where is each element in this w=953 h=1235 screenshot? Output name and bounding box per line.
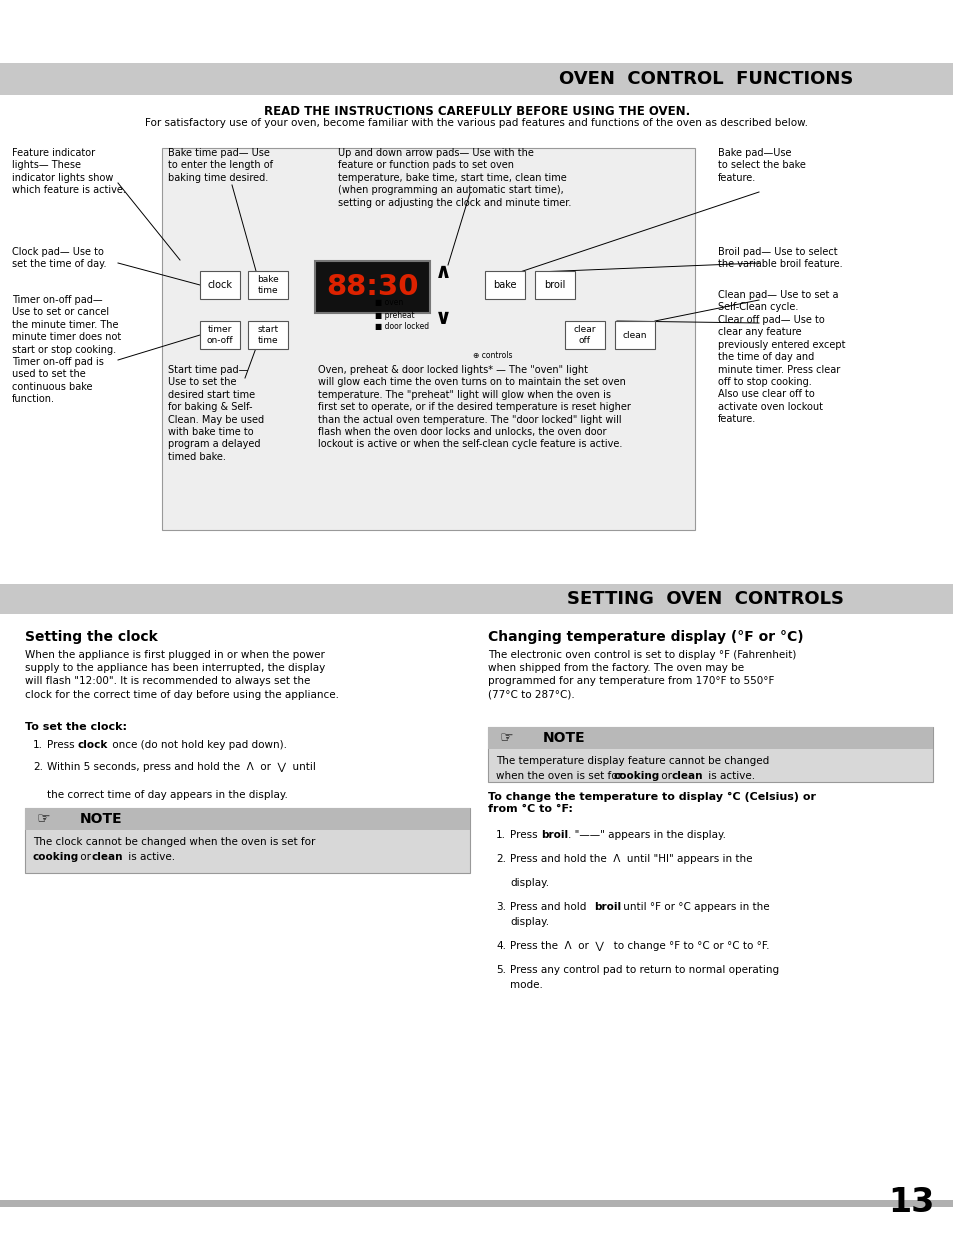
Text: 13: 13 xyxy=(887,1186,934,1219)
Text: mode.: mode. xyxy=(510,981,542,990)
Text: 1.: 1. xyxy=(496,830,505,840)
Text: 2.: 2. xyxy=(496,853,505,864)
Bar xyxy=(535,270,575,299)
Text: or: or xyxy=(658,771,675,781)
Text: once (do not hold key pad down).: once (do not hold key pad down). xyxy=(109,740,287,750)
Text: clean: clean xyxy=(671,771,702,781)
Text: Clock pad— Use to
set the time of day.: Clock pad— Use to set the time of day. xyxy=(12,247,107,269)
Bar xyxy=(25,808,470,830)
Bar xyxy=(0,63,953,95)
Text: start
time: start time xyxy=(257,325,278,345)
Text: 3.: 3. xyxy=(496,902,505,911)
Text: The electronic oven control is set to display °F (Fahrenheit)
when shipped from : The electronic oven control is set to di… xyxy=(488,650,796,699)
Text: For satisfactory use of your oven, become familiar with the various pad features: For satisfactory use of your oven, becom… xyxy=(146,119,807,128)
Text: Press: Press xyxy=(510,830,540,840)
Text: ∨: ∨ xyxy=(434,308,451,329)
Bar xyxy=(25,808,470,873)
Text: bake: bake xyxy=(493,280,517,290)
Text: broil: broil xyxy=(540,830,568,840)
Text: broil: broil xyxy=(594,902,620,911)
Text: is active.: is active. xyxy=(125,852,175,862)
Text: display.: display. xyxy=(510,878,549,888)
Text: or: or xyxy=(77,852,94,862)
Text: ■ door locked: ■ door locked xyxy=(375,322,429,331)
Text: To set the clock:: To set the clock: xyxy=(25,722,127,732)
Text: 5.: 5. xyxy=(496,965,505,974)
Text: Clean pad— Use to set a
Self-Clean cycle.: Clean pad— Use to set a Self-Clean cycle… xyxy=(718,290,838,312)
Text: timer
on-off: timer on-off xyxy=(207,325,233,345)
Bar xyxy=(162,148,695,530)
Text: ■ preheat: ■ preheat xyxy=(375,310,415,320)
Bar xyxy=(0,1200,953,1207)
Bar xyxy=(248,270,288,299)
Text: To change the temperature to display °C (Celsius) or
from °C to °F:: To change the temperature to display °C … xyxy=(488,792,815,814)
Text: Within 5 seconds, press and hold the  Λ  or  ⋁  until: Within 5 seconds, press and hold the Λ o… xyxy=(47,762,315,772)
Bar xyxy=(615,321,655,350)
Text: ☞: ☞ xyxy=(36,811,50,826)
Text: ☞: ☞ xyxy=(498,730,513,746)
Bar xyxy=(0,584,953,614)
Text: 1.: 1. xyxy=(33,740,43,750)
Text: display.: display. xyxy=(510,918,549,927)
Text: Start time pad—
Use to set the
desired start time
for baking & Self-
Clean. May : Start time pad— Use to set the desired s… xyxy=(168,366,264,462)
Text: the correct time of day appears in the display.: the correct time of day appears in the d… xyxy=(47,790,288,800)
Text: Press the  Λ  or  ⋁   to change °F to °C or °C to °F.: Press the Λ or ⋁ to change °F to °C or °… xyxy=(510,941,769,951)
Text: Feature indicator
lights— These
indicator lights show
which feature is active.: Feature indicator lights— These indicato… xyxy=(12,148,126,195)
Text: until °F or °C appears in the: until °F or °C appears in the xyxy=(619,902,769,911)
Text: NOTE: NOTE xyxy=(542,731,585,745)
Bar xyxy=(248,321,288,350)
Text: Oven, preheat & door locked lights* — The "oven" light
will glow each time the o: Oven, preheat & door locked lights* — Th… xyxy=(317,366,630,450)
Text: The temperature display feature cannot be changed: The temperature display feature cannot b… xyxy=(496,756,768,766)
Text: OVEN  CONTROL  FUNCTIONS: OVEN CONTROL FUNCTIONS xyxy=(558,70,852,88)
Text: When the appliance is first plugged in or when the power
supply to the appliance: When the appliance is first plugged in o… xyxy=(25,650,338,699)
Text: when the oven is set for: when the oven is set for xyxy=(496,771,624,781)
Text: Timer on-off pad—
Use to set or cancel
the minute timer. The
minute timer does n: Timer on-off pad— Use to set or cancel t… xyxy=(12,295,121,404)
Text: 2.: 2. xyxy=(33,762,43,772)
Bar xyxy=(314,261,430,312)
Text: Bake pad—Use
to select the bake
feature.: Bake pad—Use to select the bake feature. xyxy=(718,148,805,183)
Text: Press and hold: Press and hold xyxy=(510,902,592,911)
Text: Setting the clock: Setting the clock xyxy=(25,630,157,643)
Text: clean: clean xyxy=(622,331,646,340)
Text: Clear off pad— Use to
clear any feature
previously entered except
the time of da: Clear off pad— Use to clear any feature … xyxy=(718,315,844,424)
Text: ⊕ controls: ⊕ controls xyxy=(473,352,512,361)
Text: broil: broil xyxy=(544,280,565,290)
Bar xyxy=(200,321,240,350)
Text: 4.: 4. xyxy=(496,941,505,951)
Text: Broil pad— Use to select
the variable broil feature.: Broil pad— Use to select the variable br… xyxy=(718,247,841,269)
Text: Changing temperature display (°F or °C): Changing temperature display (°F or °C) xyxy=(488,630,802,643)
Text: cooking: cooking xyxy=(614,771,659,781)
Text: Press any control pad to return to normal operating: Press any control pad to return to norma… xyxy=(510,965,779,974)
Text: Press and hold the  Λ  until "HI" appears in the: Press and hold the Λ until "HI" appears … xyxy=(510,853,752,864)
Bar xyxy=(488,727,932,748)
Bar xyxy=(564,321,604,350)
Text: SETTING  OVEN  CONTROLS: SETTING OVEN CONTROLS xyxy=(567,590,843,608)
Text: clock: clock xyxy=(208,280,233,290)
Bar xyxy=(488,727,932,782)
Text: Up and down arrow pads— Use with the
feature or function pads to set oven
temper: Up and down arrow pads— Use with the fea… xyxy=(337,148,571,207)
Text: NOTE: NOTE xyxy=(80,811,123,826)
Bar xyxy=(200,270,240,299)
Bar xyxy=(484,270,524,299)
Text: is active.: is active. xyxy=(704,771,755,781)
Text: ■ oven: ■ oven xyxy=(375,299,403,308)
Text: clean: clean xyxy=(91,852,123,862)
Text: cooking: cooking xyxy=(33,852,79,862)
Text: 88:30: 88:30 xyxy=(326,273,418,301)
Text: clock: clock xyxy=(78,740,109,750)
Text: . "——" appears in the display.: . "——" appears in the display. xyxy=(567,830,725,840)
Text: Press: Press xyxy=(47,740,78,750)
Text: The clock cannot be changed when the oven is set for: The clock cannot be changed when the ove… xyxy=(33,837,315,847)
Text: Bake time pad— Use
to enter the length of
baking time desired.: Bake time pad— Use to enter the length o… xyxy=(168,148,273,183)
Text: READ THE INSTRUCTIONS CAREFULLY BEFORE USING THE OVEN.: READ THE INSTRUCTIONS CAREFULLY BEFORE U… xyxy=(264,105,689,119)
Text: bake
time: bake time xyxy=(257,275,278,295)
Text: ∧: ∧ xyxy=(434,262,451,282)
Text: clear
off: clear off xyxy=(573,325,596,345)
